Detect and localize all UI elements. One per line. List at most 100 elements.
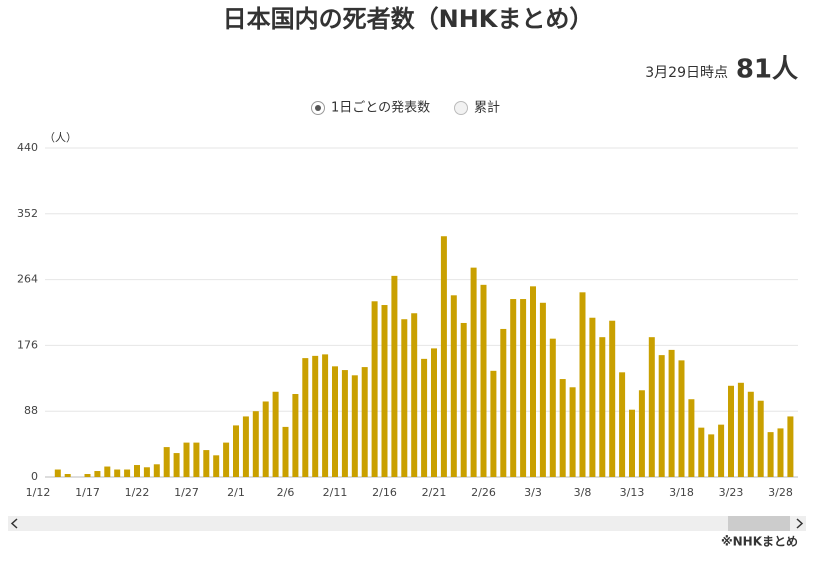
bar <box>163 447 170 477</box>
x-tick-label: 1/12 <box>26 486 51 499</box>
bar <box>658 355 665 477</box>
bar <box>203 450 210 477</box>
bar <box>728 385 734 477</box>
bar <box>530 286 536 477</box>
bar <box>361 367 368 477</box>
bar <box>450 295 457 477</box>
bar <box>569 387 576 477</box>
y-tick-label: 0 <box>31 470 38 483</box>
bar <box>292 394 299 477</box>
bar <box>252 411 259 477</box>
headline: 81人 <box>736 55 798 85</box>
bar <box>431 348 437 477</box>
bar <box>84 474 91 477</box>
bar <box>648 337 655 477</box>
chart-title: 日本国内の死者数（NHKまとめ） <box>223 5 594 33</box>
legend-option[interactable]: 1日ごとの発表数 <box>331 100 430 116</box>
bar <box>678 360 685 477</box>
scroll-right[interactable] <box>796 518 804 529</box>
bar <box>173 453 180 477</box>
bar <box>440 236 447 477</box>
bar <box>124 469 131 477</box>
bar <box>767 432 774 477</box>
bar <box>421 358 428 477</box>
y-axis-label: （人） <box>44 131 77 144</box>
bar <box>668 349 675 477</box>
x-tick-label: 2/16 <box>372 486 397 499</box>
y-tick-label: 352 <box>17 207 38 220</box>
bar <box>332 366 338 477</box>
bar <box>213 455 220 477</box>
bar <box>401 319 408 477</box>
bar <box>510 299 517 477</box>
source: ※NHKまとめ <box>721 535 798 549</box>
bar <box>470 267 477 477</box>
x-tick-label: 3/3 <box>524 486 542 499</box>
x-tick-label: 3/8 <box>574 486 592 499</box>
bar <box>777 428 784 477</box>
bar <box>500 328 507 477</box>
bar <box>64 474 71 477</box>
bar <box>233 425 239 477</box>
bar <box>272 391 279 477</box>
bar <box>490 370 497 477</box>
as-of: 3月29日時点 <box>645 65 728 81</box>
bar <box>609 320 616 477</box>
scroll-left[interactable] <box>10 518 18 529</box>
bar <box>757 400 764 477</box>
bar <box>549 338 556 477</box>
legend-option[interactable]: 累計 <box>474 100 500 116</box>
scroll-track[interactable] <box>8 516 806 531</box>
bar <box>114 469 121 477</box>
scrollbar[interactable] <box>8 516 806 531</box>
x-tick-label: 3/18 <box>669 486 694 499</box>
bar <box>718 424 725 477</box>
bar <box>559 379 566 477</box>
bar <box>371 301 378 477</box>
bar <box>262 401 269 477</box>
bar <box>747 391 754 477</box>
bar <box>520 299 527 477</box>
bar <box>193 442 200 477</box>
bar <box>282 426 289 477</box>
bar <box>312 355 319 477</box>
bar <box>619 372 626 477</box>
x-tick-label: 2/1 <box>227 486 245 499</box>
bar <box>698 427 705 477</box>
bar <box>351 375 358 477</box>
y-tick-label: 440 <box>17 141 38 154</box>
bar <box>183 442 190 477</box>
bar <box>143 467 150 477</box>
bar <box>539 302 546 477</box>
scroll-thumb[interactable] <box>728 516 790 531</box>
bar <box>480 284 487 477</box>
bar <box>104 466 111 477</box>
bar <box>589 317 596 477</box>
x-tick-label: 1/22 <box>125 486 150 499</box>
bar <box>391 275 398 477</box>
bar <box>381 305 388 477</box>
radio[interactable] <box>454 101 468 115</box>
bar <box>302 358 309 477</box>
bar <box>223 442 230 477</box>
x-tick-label: 3/23 <box>719 486 744 499</box>
radio-dot <box>315 105 321 111</box>
bar <box>787 416 794 477</box>
x-tick-label: 1/17 <box>75 486 100 499</box>
x-tick-label: 3/28 <box>768 486 793 499</box>
y-tick-label: 264 <box>17 273 38 286</box>
x-tick-label: 1/27 <box>174 486 199 499</box>
y-tick-label: 88 <box>24 404 38 417</box>
bar <box>322 354 329 477</box>
bar <box>341 370 348 477</box>
bar <box>411 313 418 477</box>
bar <box>737 382 744 477</box>
x-tick-label: 3/13 <box>620 486 645 499</box>
bar <box>688 399 695 477</box>
bar <box>134 465 140 477</box>
bar <box>153 464 160 477</box>
bar <box>708 434 715 477</box>
y-tick-label: 176 <box>17 338 38 351</box>
bar <box>54 469 61 477</box>
